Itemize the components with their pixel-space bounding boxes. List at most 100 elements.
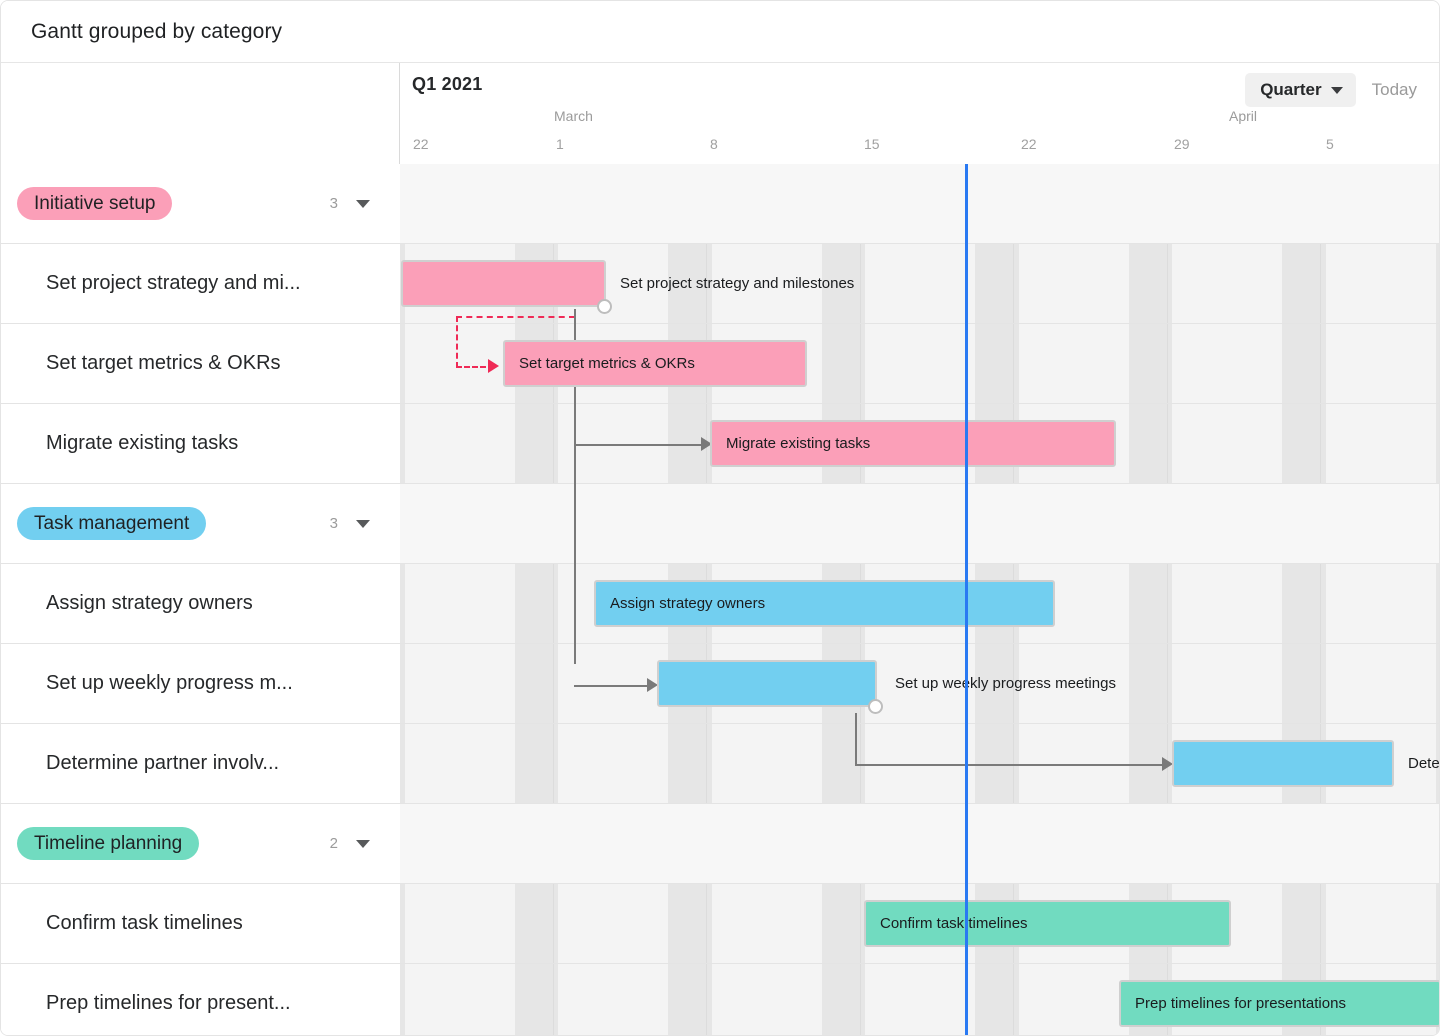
day-tick-label: 22 (1021, 136, 1037, 152)
weekend-stripe (1128, 164, 1173, 1035)
gantt-bar-label: Set target metrics & OKRs (519, 355, 695, 372)
dependency-branch-h (574, 444, 706, 446)
quarter-label: Q1 2021 (412, 74, 483, 94)
task-name: Prep timelines for present... (46, 992, 291, 1014)
gantt-bar[interactable]: Set target metrics & OKRs (503, 340, 807, 387)
task-row[interactable]: Set target metrics & OKRs (1, 324, 400, 404)
page-title: Gantt grouped by category (31, 19, 283, 43)
gantt-bar-label-external: Dete (1408, 755, 1440, 772)
task-row[interactable]: Set project strategy and mi... (1, 244, 400, 324)
timeline-header: Q1 2021 Quarter Today March April 22 1 8 15 2… (1, 63, 1439, 164)
task-row[interactable]: Prep timelines for present... (1, 964, 400, 1035)
day-tick-label: 22 (413, 136, 429, 152)
row-gridline (400, 323, 1439, 324)
gantt-bar[interactable]: Assign strategy owners (594, 580, 1055, 627)
group-chip[interactable]: Timeline planning (17, 827, 200, 860)
gantt-bar-label: Confirm task timelines (880, 915, 1028, 932)
task-name: Migrate existing tasks (46, 432, 239, 454)
row-gridline (400, 723, 1439, 724)
task-row[interactable]: Confirm task timelines (1, 884, 400, 964)
chevron-down-icon (1330, 86, 1343, 94)
week-gridline (1320, 164, 1321, 1035)
dependency-dashed-h2 (456, 366, 486, 368)
weekend-stripe (1435, 164, 1439, 1035)
gantt-bar-label-external: Set project strategy and milestones (620, 275, 855, 292)
task-row[interactable]: Set up weekly progress m... (1, 644, 400, 724)
row-gridline (400, 403, 1439, 404)
task-list-pane: Initiative setup 3 Set project strategy an… (1, 164, 400, 1035)
gantt-bar[interactable]: Migrate existing tasks (710, 420, 1116, 467)
task-name: Set project strategy and mi... (46, 272, 301, 294)
dependency-arrow-red-icon (488, 359, 499, 373)
task-name: Set up weekly progress m... (46, 672, 293, 694)
group-row[interactable]: Task management 3 (1, 484, 400, 564)
dependency-dashed-v (456, 316, 458, 368)
dependency-arrow-icon (701, 437, 712, 451)
row-gridline (400, 803, 1439, 804)
row-gridline (400, 643, 1439, 644)
dependency-arrow-icon (647, 678, 658, 692)
task-name: Set target metrics & OKRs (46, 352, 281, 374)
dependency-branch-h3 (855, 764, 1167, 766)
gantt-bar[interactable] (1172, 740, 1394, 787)
gantt-body: Initiative setup 3 Set project strategy an… (1, 164, 1440, 1035)
today-button[interactable]: Today (1358, 73, 1431, 107)
row-gridline (400, 483, 1439, 484)
group-count: 2 (329, 835, 338, 852)
gantt-bar-label: Assign strategy owners (610, 595, 766, 612)
weekend-stripe (1282, 164, 1326, 1035)
dependency-arrow-icon (1162, 757, 1173, 771)
gantt-bar-label: Prep timelines for presentations (1135, 995, 1346, 1012)
row-gridline (400, 563, 1439, 564)
week-gridline (552, 164, 554, 1035)
row-gridline (400, 963, 1439, 964)
gantt-grid-pane[interactable]: Set project strategy and milestones Set t… (400, 164, 1440, 1035)
group-chip[interactable]: Task management (17, 507, 207, 540)
task-name: Assign strategy owners (46, 592, 253, 614)
month-label: March (554, 108, 593, 124)
task-name: Confirm task timelines (46, 912, 243, 934)
gantt-bar-label: Migrate existing tasks (726, 435, 871, 452)
today-marker-line (965, 164, 968, 1035)
day-tick-label: 15 (864, 136, 880, 152)
gantt-bar[interactable]: Confirm task timelines (864, 900, 1231, 947)
row-gridline (400, 243, 1439, 244)
group-chip[interactable]: Initiative setup (17, 187, 173, 220)
day-tick-label: 5 (1326, 136, 1334, 152)
gantt-bar[interactable] (657, 660, 877, 707)
bar-dependency-handle[interactable] (868, 699, 883, 714)
task-row[interactable]: Determine partner involv... (1, 724, 400, 804)
weekend-stripe (514, 164, 559, 1035)
chevron-down-icon[interactable] (356, 519, 370, 528)
timeline-header-left-spacer (1, 63, 400, 164)
timeline-controls: Quarter Today (1245, 73, 1431, 107)
dependency-dashed-h (456, 316, 575, 318)
weekend-stripe (400, 164, 405, 1035)
group-row[interactable]: Initiative setup 3 (1, 164, 400, 244)
dependency-trunk-v2 (855, 713, 857, 765)
task-name: Determine partner involv... (46, 752, 280, 774)
group-count: 3 (329, 515, 338, 532)
day-tick-label: 29 (1174, 136, 1190, 152)
row-gridline (400, 883, 1439, 884)
timeline-header-right: Q1 2021 Quarter Today March April 22 1 8 15 2… (400, 63, 1439, 164)
dependency-branch-h2 (574, 685, 652, 687)
group-count: 3 (329, 195, 338, 212)
gantt-bar[interactable]: Prep timelines for presentations (1119, 980, 1439, 1027)
view-scale-select[interactable]: Quarter (1245, 73, 1356, 107)
day-tick-label: 8 (710, 136, 718, 152)
gantt-bar[interactable] (401, 260, 606, 307)
titlebar: Gantt grouped by category (1, 1, 1439, 63)
week-gridline (1166, 164, 1168, 1035)
group-row[interactable]: Timeline planning 2 (1, 804, 400, 884)
task-row[interactable]: Assign strategy owners (1, 564, 400, 644)
chevron-down-icon[interactable] (356, 839, 370, 848)
bar-dependency-handle[interactable] (597, 299, 612, 314)
chevron-down-icon[interactable] (356, 199, 370, 208)
task-row[interactable]: Migrate existing tasks (1, 404, 400, 484)
gantt-bar-label-external: Set up weekly progress meetings (895, 675, 1116, 692)
day-tick-label: 1 (556, 136, 564, 152)
month-label: April (1229, 108, 1258, 124)
view-scale-label: Quarter (1260, 80, 1322, 99)
